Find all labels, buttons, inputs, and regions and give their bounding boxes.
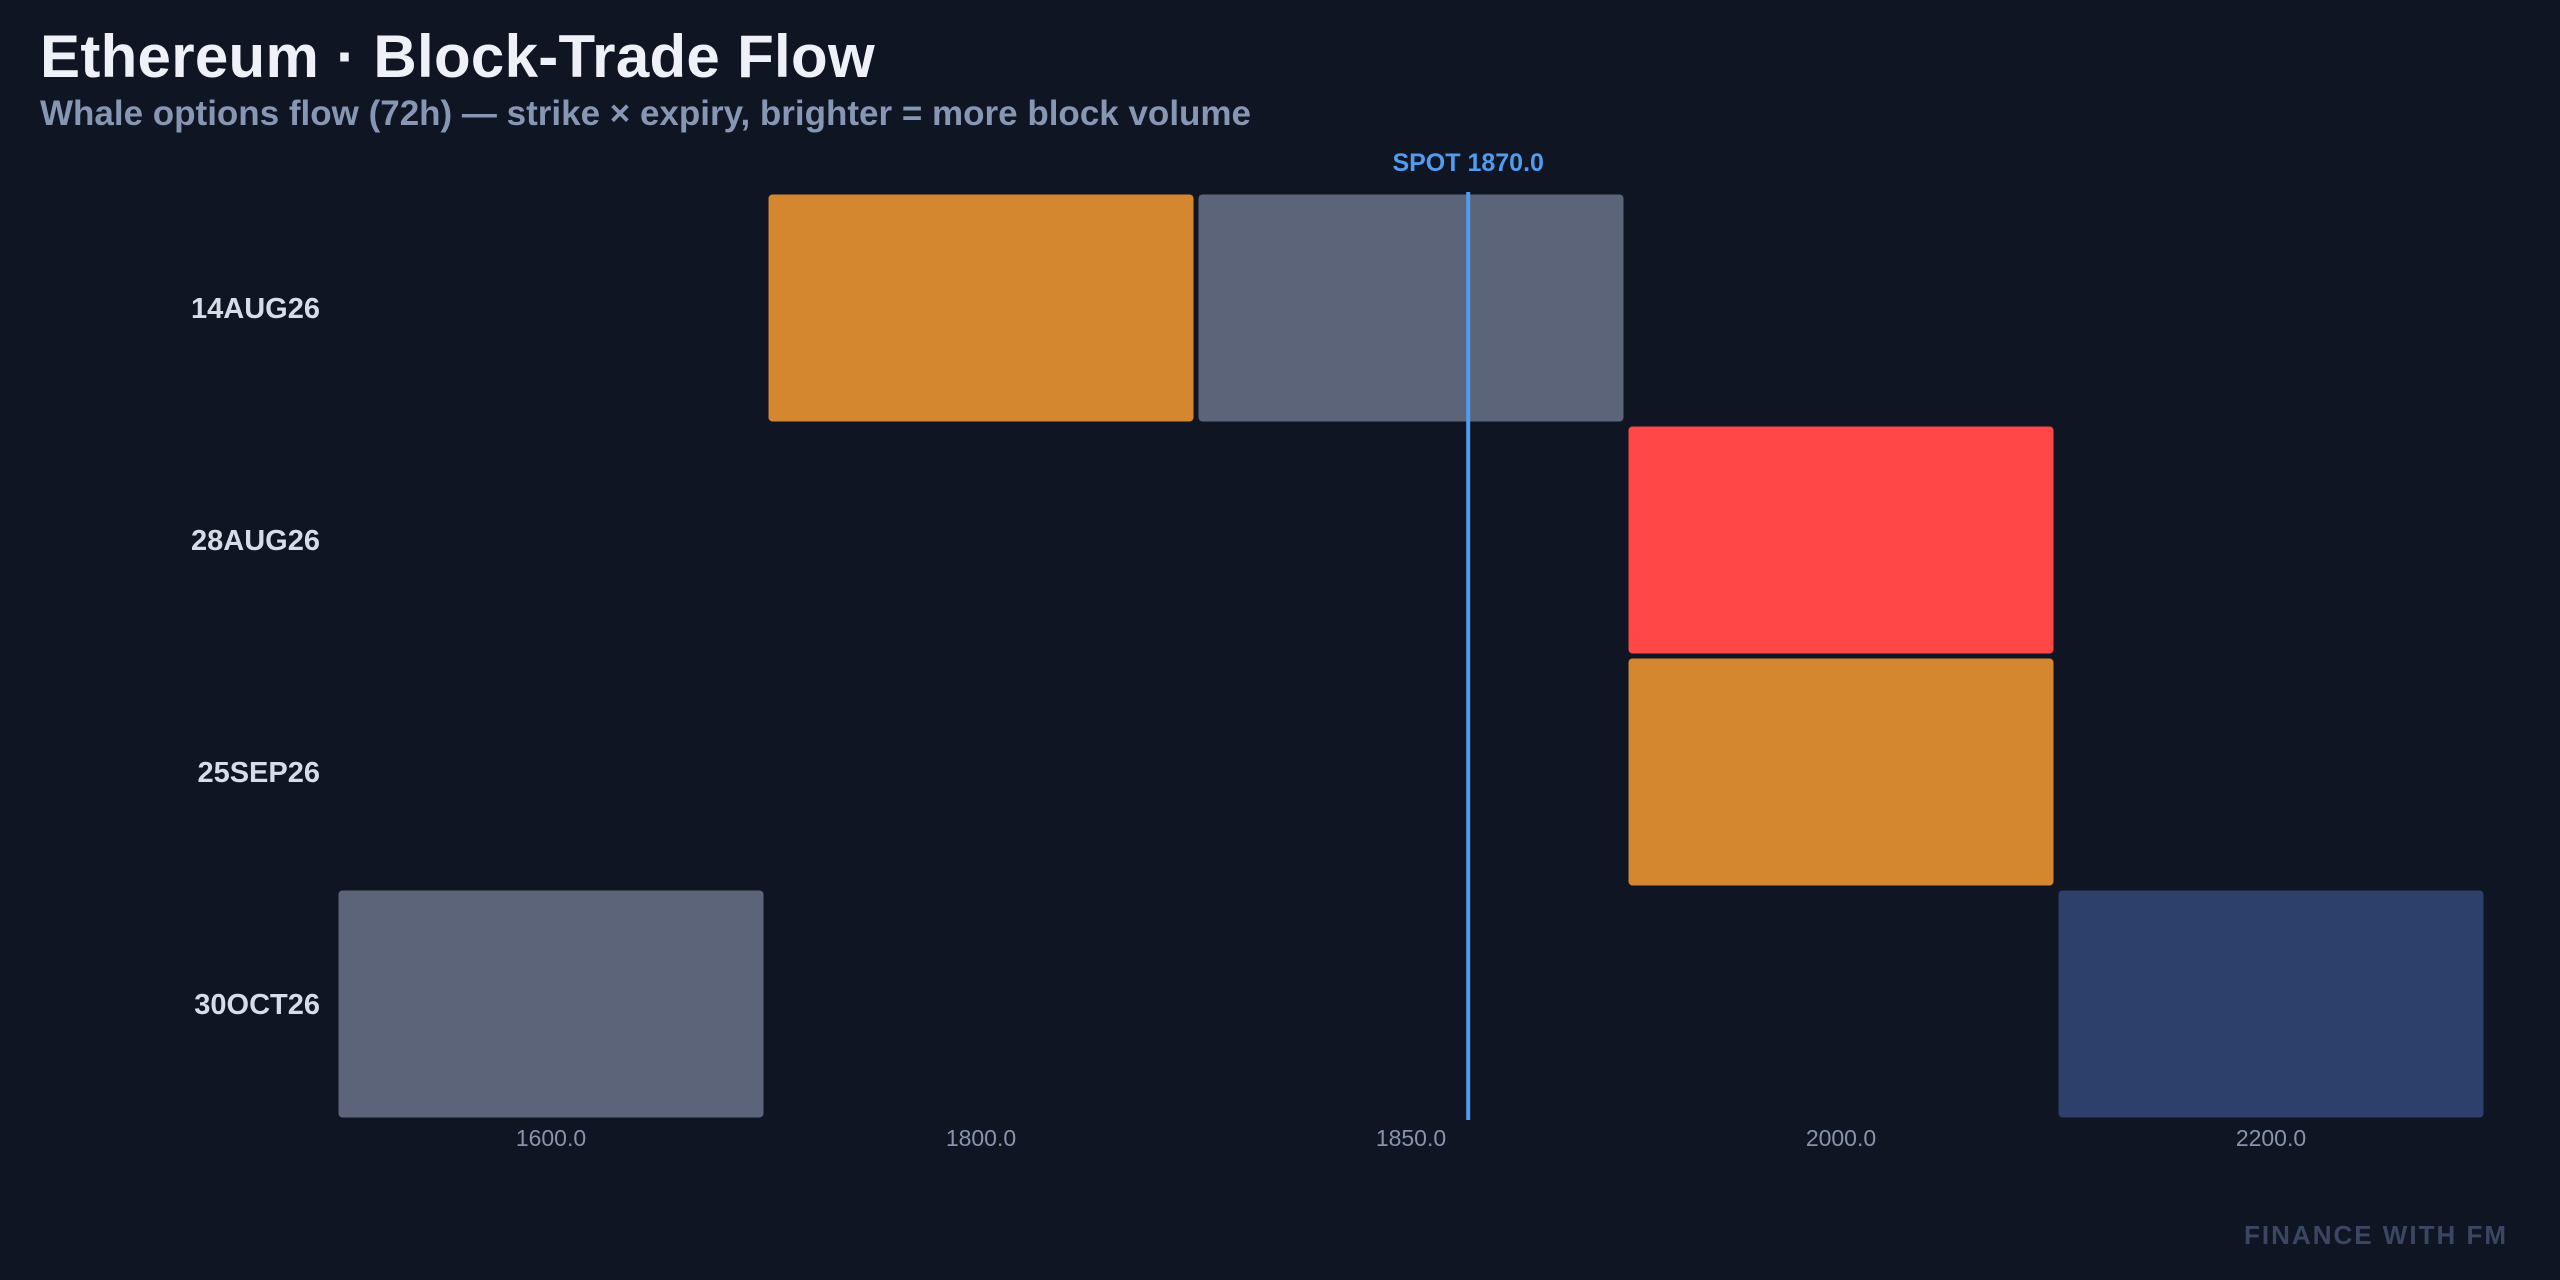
heatmap-cell-14aug26-1850_0 [1198,194,1624,422]
y-tick-label: 25SEP26 [197,757,320,789]
x-tick-label: 1800.0 [946,1125,1016,1151]
heatmap-cell-25sep26-2000_0 [1628,658,2054,886]
x-tick-label: 1600.0 [516,1125,586,1151]
heatmap-cell-14aug26-1800_0 [768,194,1194,422]
y-tick-label: 28AUG26 [191,525,320,557]
heatmap-cell-30oct26-1600_0 [338,890,764,1118]
y-tick-label: 14AUG26 [191,293,320,325]
watermark: FINANCE WITH FM [2244,1220,2508,1250]
x-tick-label: 2200.0 [2236,1125,2306,1151]
x-tick-label: 1850.0 [1376,1125,1446,1151]
spot-label: SPOT 1870.0 [1392,149,1543,177]
x-tick-label: 2000.0 [1806,1125,1876,1151]
chart-subtitle: Whale options flow (72h) — strike × expi… [40,94,1252,133]
heatmap-cell-30oct26-2200_0 [2058,890,2484,1118]
chart-title: Ethereum · Block-Trade Flow [40,23,875,90]
heatmap-cell-28aug26-2000_0 [1628,426,2054,654]
y-tick-label: 30OCT26 [194,989,320,1021]
